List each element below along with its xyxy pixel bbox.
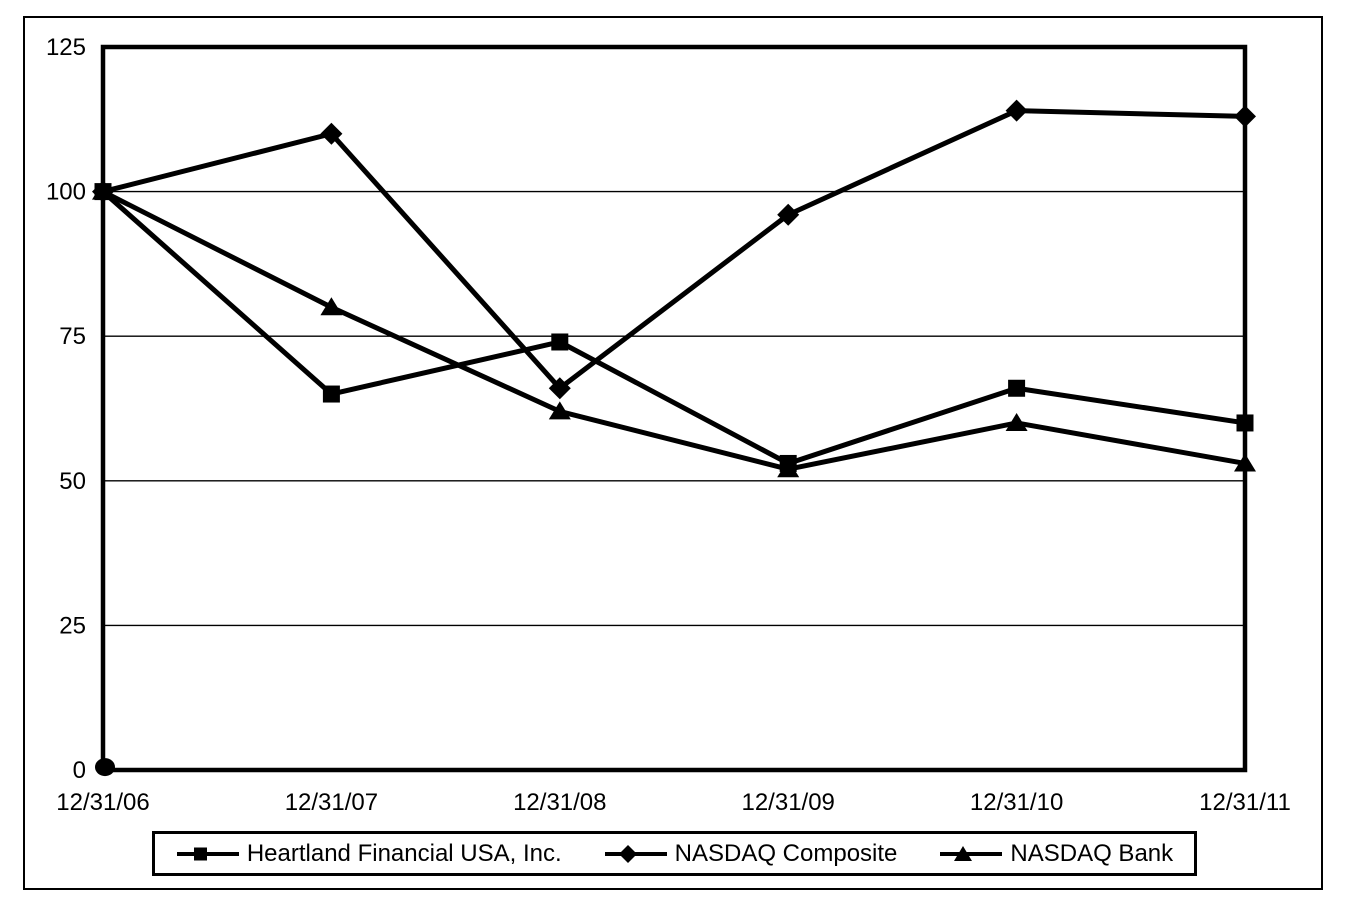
legend-item-heartland: Heartland Financial USA, Inc. — [176, 839, 562, 867]
legend-item-nasdaq-composite: NASDAQ Composite — [604, 839, 898, 867]
square-marker — [779, 454, 797, 472]
x-axis-tick-label: 12/31/08 — [513, 789, 606, 816]
series-line-diamond — [102, 108, 1246, 391]
square-marker — [551, 333, 569, 351]
chart-legend: Heartland Financial USA, Inc. NASDAQ Com… — [152, 831, 1197, 876]
series-line-square — [101, 189, 1246, 466]
origin-dot — [95, 758, 115, 777]
diamond-marker-icon — [604, 844, 667, 863]
triangle-marker — [1234, 453, 1256, 472]
y-axis-tick-label: 75 — [59, 323, 86, 350]
diamond-marker — [777, 203, 800, 226]
plot-frame — [100, 44, 1248, 773]
triangle-marker — [548, 401, 571, 420]
legend-label: NASDAQ Bank — [1010, 839, 1174, 867]
x-axis-tick-label: 12/31/10 — [970, 789, 1063, 816]
x-axis-tick-label: 12/31/09 — [741, 789, 834, 816]
legend-label: NASDAQ Composite — [674, 839, 898, 867]
square-marker — [1008, 379, 1026, 397]
y-axis-tick-label: 0 — [73, 757, 86, 784]
triangle-marker — [1005, 412, 1028, 431]
series-line-triangle — [101, 189, 1246, 472]
x-axis-tick-label: 12/31/06 — [56, 789, 149, 816]
triangle-marker — [320, 297, 343, 316]
y-axis-tick-label: 50 — [59, 468, 86, 495]
square-marker-icon — [176, 847, 239, 860]
y-axis-tick-label: 25 — [59, 612, 86, 639]
square-marker — [94, 183, 112, 201]
legend-label: Heartland Financial USA, Inc. — [246, 839, 562, 867]
square-marker — [1236, 414, 1254, 432]
diamond-marker — [548, 377, 571, 400]
diamond-marker — [1005, 99, 1028, 122]
square-marker — [322, 385, 340, 403]
diamond-marker — [1234, 105, 1256, 128]
y-axis-tick-label: 100 — [46, 179, 86, 206]
x-axis-tick-label: 12/31/11 — [1199, 789, 1291, 816]
legend-item-nasdaq-bank: NASDAQ Bank — [939, 839, 1174, 867]
diamond-marker — [320, 122, 343, 145]
triangle-marker-icon — [940, 845, 1003, 861]
x-axis-tick-label: 12/31/07 — [285, 789, 378, 816]
page-border — [23, 16, 1323, 890]
y-axis-tick-label: 125 — [46, 34, 86, 61]
